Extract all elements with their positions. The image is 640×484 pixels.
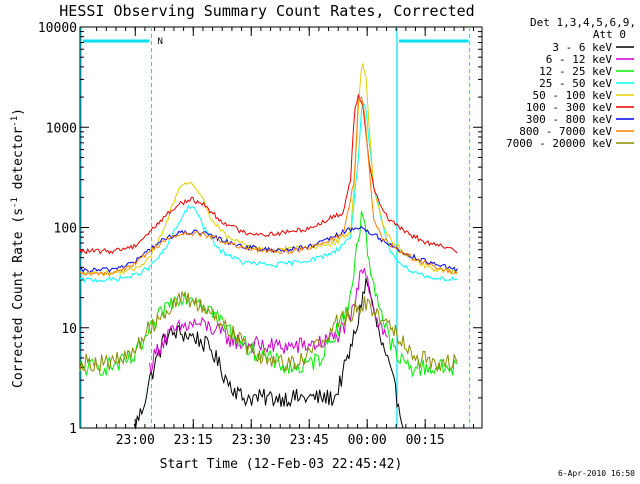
legend-title: Det 1,3,4,5,6,9, bbox=[530, 16, 636, 29]
legend-entry-label: 100 - 300 keV bbox=[526, 101, 612, 114]
x-axis-label: Start Time (12-Feb-03 22:45:42) bbox=[160, 457, 403, 472]
series-line-5 bbox=[79, 93, 458, 255]
x-tick-label: 00:15 bbox=[406, 433, 445, 448]
series-line-7 bbox=[79, 96, 458, 277]
legend-entry-label: 25 - 50 keV bbox=[539, 77, 612, 90]
footer-timestamp: 6-Apr-2010 16:50 bbox=[558, 469, 635, 478]
legend-entry-label: 300 - 800 keV bbox=[526, 113, 612, 126]
legend-entry-label: 12 - 25 keV bbox=[539, 65, 612, 78]
plot-area: N 1 10 100 1000 10000 23:00 23:15 23:30 23:45 00:0… bbox=[38, 21, 634, 448]
series-line-4 bbox=[79, 62, 458, 277]
y-tick-label: 100 bbox=[54, 222, 77, 237]
legend-entry-label: 7000 - 20000 keV bbox=[506, 137, 612, 150]
y-tick-label: 10 bbox=[61, 322, 77, 337]
legend-entry-label: 800 - 7000 keV bbox=[519, 125, 612, 138]
y-tick-label: 1 bbox=[69, 422, 77, 437]
legend-entry-label: 6 - 12 keV bbox=[546, 53, 613, 66]
series-line-2 bbox=[79, 211, 458, 378]
legend-entry-label: 3 - 6 keV bbox=[552, 41, 612, 54]
y-tick-label: 10000 bbox=[38, 21, 77, 36]
series-line-3 bbox=[79, 102, 458, 284]
y-axis-label: Corrected Count Rate (s-1 detector-1) bbox=[10, 108, 26, 388]
legend-subtitle: Att 0 bbox=[593, 28, 626, 41]
chart-title: HESSI Observing Summary Count Rates, Cor… bbox=[59, 2, 474, 20]
legend-entry-label: 50 - 100 keV bbox=[533, 89, 613, 102]
series-line-0 bbox=[133, 277, 404, 430]
series-line-8 bbox=[79, 290, 458, 372]
y-tick-label: 1000 bbox=[46, 121, 77, 136]
x-tick-label: 23:15 bbox=[174, 433, 213, 448]
x-tick-label: 23:00 bbox=[116, 433, 155, 448]
x-tick-label: 23:30 bbox=[232, 433, 271, 448]
night-marker-label: N bbox=[158, 37, 163, 47]
x-tick-label: 00:00 bbox=[348, 433, 387, 448]
x-tick-label: 23:45 bbox=[290, 433, 329, 448]
